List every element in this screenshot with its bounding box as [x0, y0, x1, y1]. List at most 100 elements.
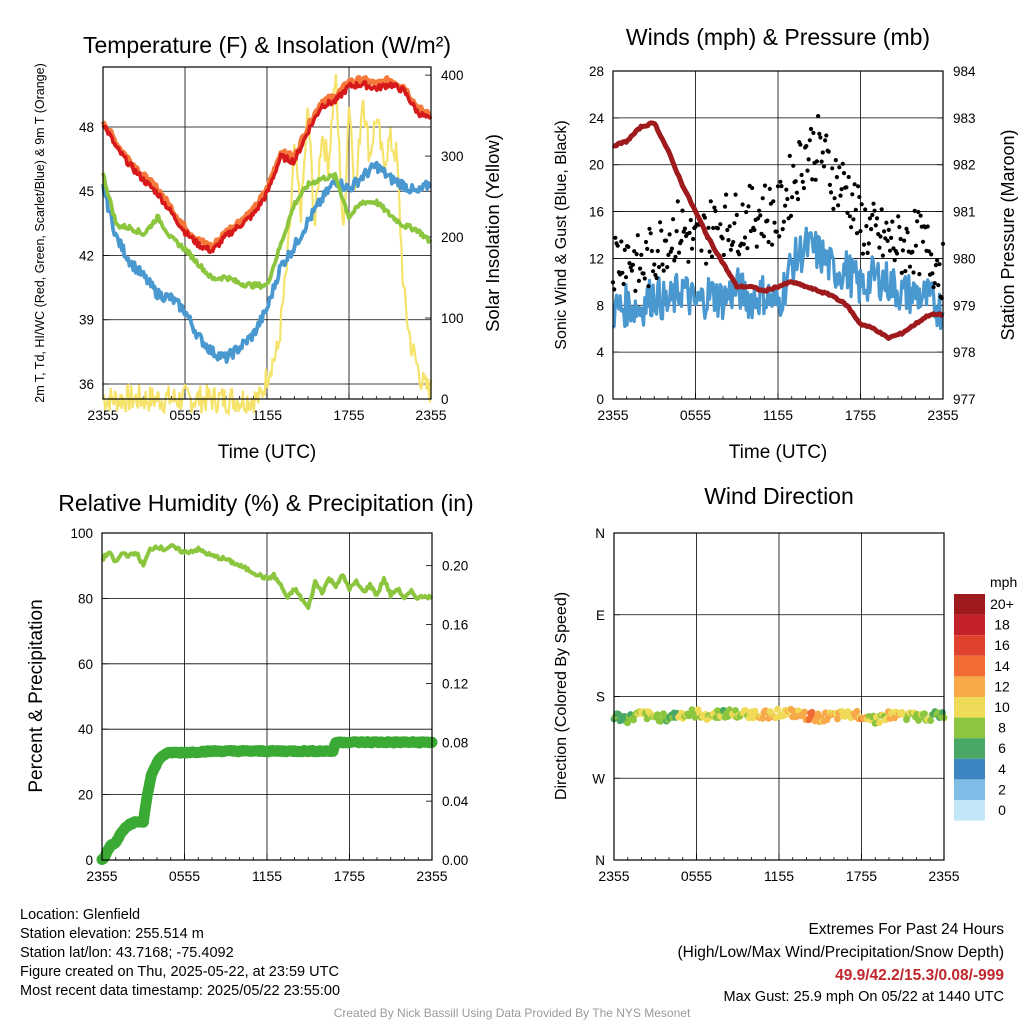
legend-swatch — [954, 779, 985, 800]
rh-y-tick-label: 80 — [78, 591, 93, 606]
dir-y-tick-label: N — [595, 853, 605, 868]
temp-y2-tick-label: 200 — [441, 230, 464, 245]
direction-points — [610, 705, 948, 727]
gust-point — [877, 245, 882, 250]
rh-y2-tick-label: 0.12 — [442, 676, 468, 691]
extremes-values: 49.9/42.2/15.3/0.08/-999 — [835, 967, 1004, 984]
gust-point — [892, 258, 897, 263]
gust-point — [905, 230, 910, 235]
legend-swatch — [954, 594, 985, 615]
gust-point — [865, 250, 870, 255]
gust-point — [853, 207, 858, 212]
dir-x-tick-label: 1155 — [764, 868, 794, 884]
dir-x-tick-label: 1755 — [846, 868, 877, 884]
dir-y-tick-label: W — [592, 771, 605, 786]
gust-point — [915, 219, 920, 224]
gust-point — [808, 126, 814, 132]
gust-point — [766, 239, 771, 245]
direction-point — [759, 715, 766, 722]
gust-point — [633, 288, 638, 293]
temp-x-tick-label: 1755 — [333, 407, 364, 423]
rh-y-tick-label: 0 — [85, 853, 93, 868]
gust-point — [832, 196, 837, 201]
gust-point — [837, 165, 842, 170]
gust-point — [758, 213, 763, 218]
gust-point — [671, 217, 676, 222]
gust-point — [850, 192, 855, 197]
gust-point — [912, 208, 917, 213]
gust-point — [636, 278, 642, 283]
gust-point — [873, 223, 878, 228]
gust-point — [885, 238, 890, 243]
gust-point — [800, 179, 805, 184]
gust-point — [818, 135, 823, 140]
rh-chart-title: Relative Humidity (%) & Precipitation (i… — [58, 490, 473, 516]
gust-point — [676, 250, 682, 255]
gust-point — [839, 187, 844, 192]
gust-point — [656, 264, 662, 270]
extremes-fields: (High/Low/Max Wind/Precipitation/Snow De… — [677, 944, 1005, 961]
gust-point — [874, 216, 880, 221]
gust-point — [830, 166, 835, 171]
temp-x-tick-label: 1155 — [252, 407, 282, 423]
gust-point — [781, 219, 787, 224]
dir-y-tick-label: E — [596, 608, 605, 623]
dewpoint-series-line — [101, 160, 432, 364]
gust-point — [727, 224, 732, 229]
gust-point — [711, 225, 716, 231]
gust-point — [899, 270, 904, 275]
gust-point — [894, 251, 900, 256]
gust-point — [844, 185, 849, 190]
gust-point — [659, 228, 664, 233]
gust-point — [619, 239, 624, 244]
temp-y2-axis-label: Solar Insolation (Yellow) — [482, 134, 503, 332]
gust-point — [734, 212, 739, 218]
legend-swatch — [954, 635, 985, 656]
gust-point — [871, 201, 876, 206]
created-text: Figure created on Thu, 2025-05-22, at 23… — [20, 964, 339, 980]
gust-point — [661, 268, 666, 273]
gust-point — [770, 242, 775, 247]
gust-point — [731, 239, 736, 245]
gust-point — [740, 202, 745, 207]
rh-y2-tick-label: 0.00 — [442, 853, 468, 868]
gust-point — [799, 172, 804, 178]
direction-point — [876, 719, 883, 726]
gust-point — [882, 229, 887, 234]
gust-point — [913, 243, 919, 248]
gust-point — [880, 253, 886, 258]
gust-point — [733, 192, 738, 197]
gust-point — [728, 247, 734, 252]
gust-point — [772, 220, 777, 225]
gust-point — [857, 194, 862, 200]
gust-point — [746, 204, 751, 209]
gust-point — [778, 179, 783, 184]
gust-point — [635, 233, 640, 238]
gust-point — [675, 199, 680, 204]
legend-title: mph — [990, 574, 1017, 590]
gust-point — [726, 238, 731, 243]
gust-point — [712, 205, 717, 210]
wind-y-tick-label: 4 — [596, 345, 604, 360]
direction-point — [751, 707, 759, 715]
legend-label: 14 — [994, 658, 1010, 674]
gust-point — [932, 281, 937, 286]
gust-point — [810, 177, 815, 182]
temp-x-tick-label: 0555 — [169, 407, 200, 423]
temp-y2-tick-label: 0 — [441, 392, 449, 407]
dir-x-tick-label: 2355 — [928, 868, 959, 884]
legend-label: 16 — [994, 637, 1010, 653]
temp-x-tick-label: 2355 — [415, 407, 446, 423]
gust-point — [823, 138, 828, 143]
gust-point — [785, 196, 790, 202]
dir-y-tick-label: S — [596, 690, 605, 705]
temp-y-tick-label: 39 — [79, 313, 94, 328]
gust-point — [903, 269, 908, 274]
gust-point — [663, 238, 669, 243]
legend-label: 20+ — [990, 596, 1014, 612]
gust-point — [645, 246, 650, 251]
legend-swatch — [954, 697, 985, 718]
gust-point — [688, 218, 693, 223]
gust-point — [859, 202, 864, 207]
